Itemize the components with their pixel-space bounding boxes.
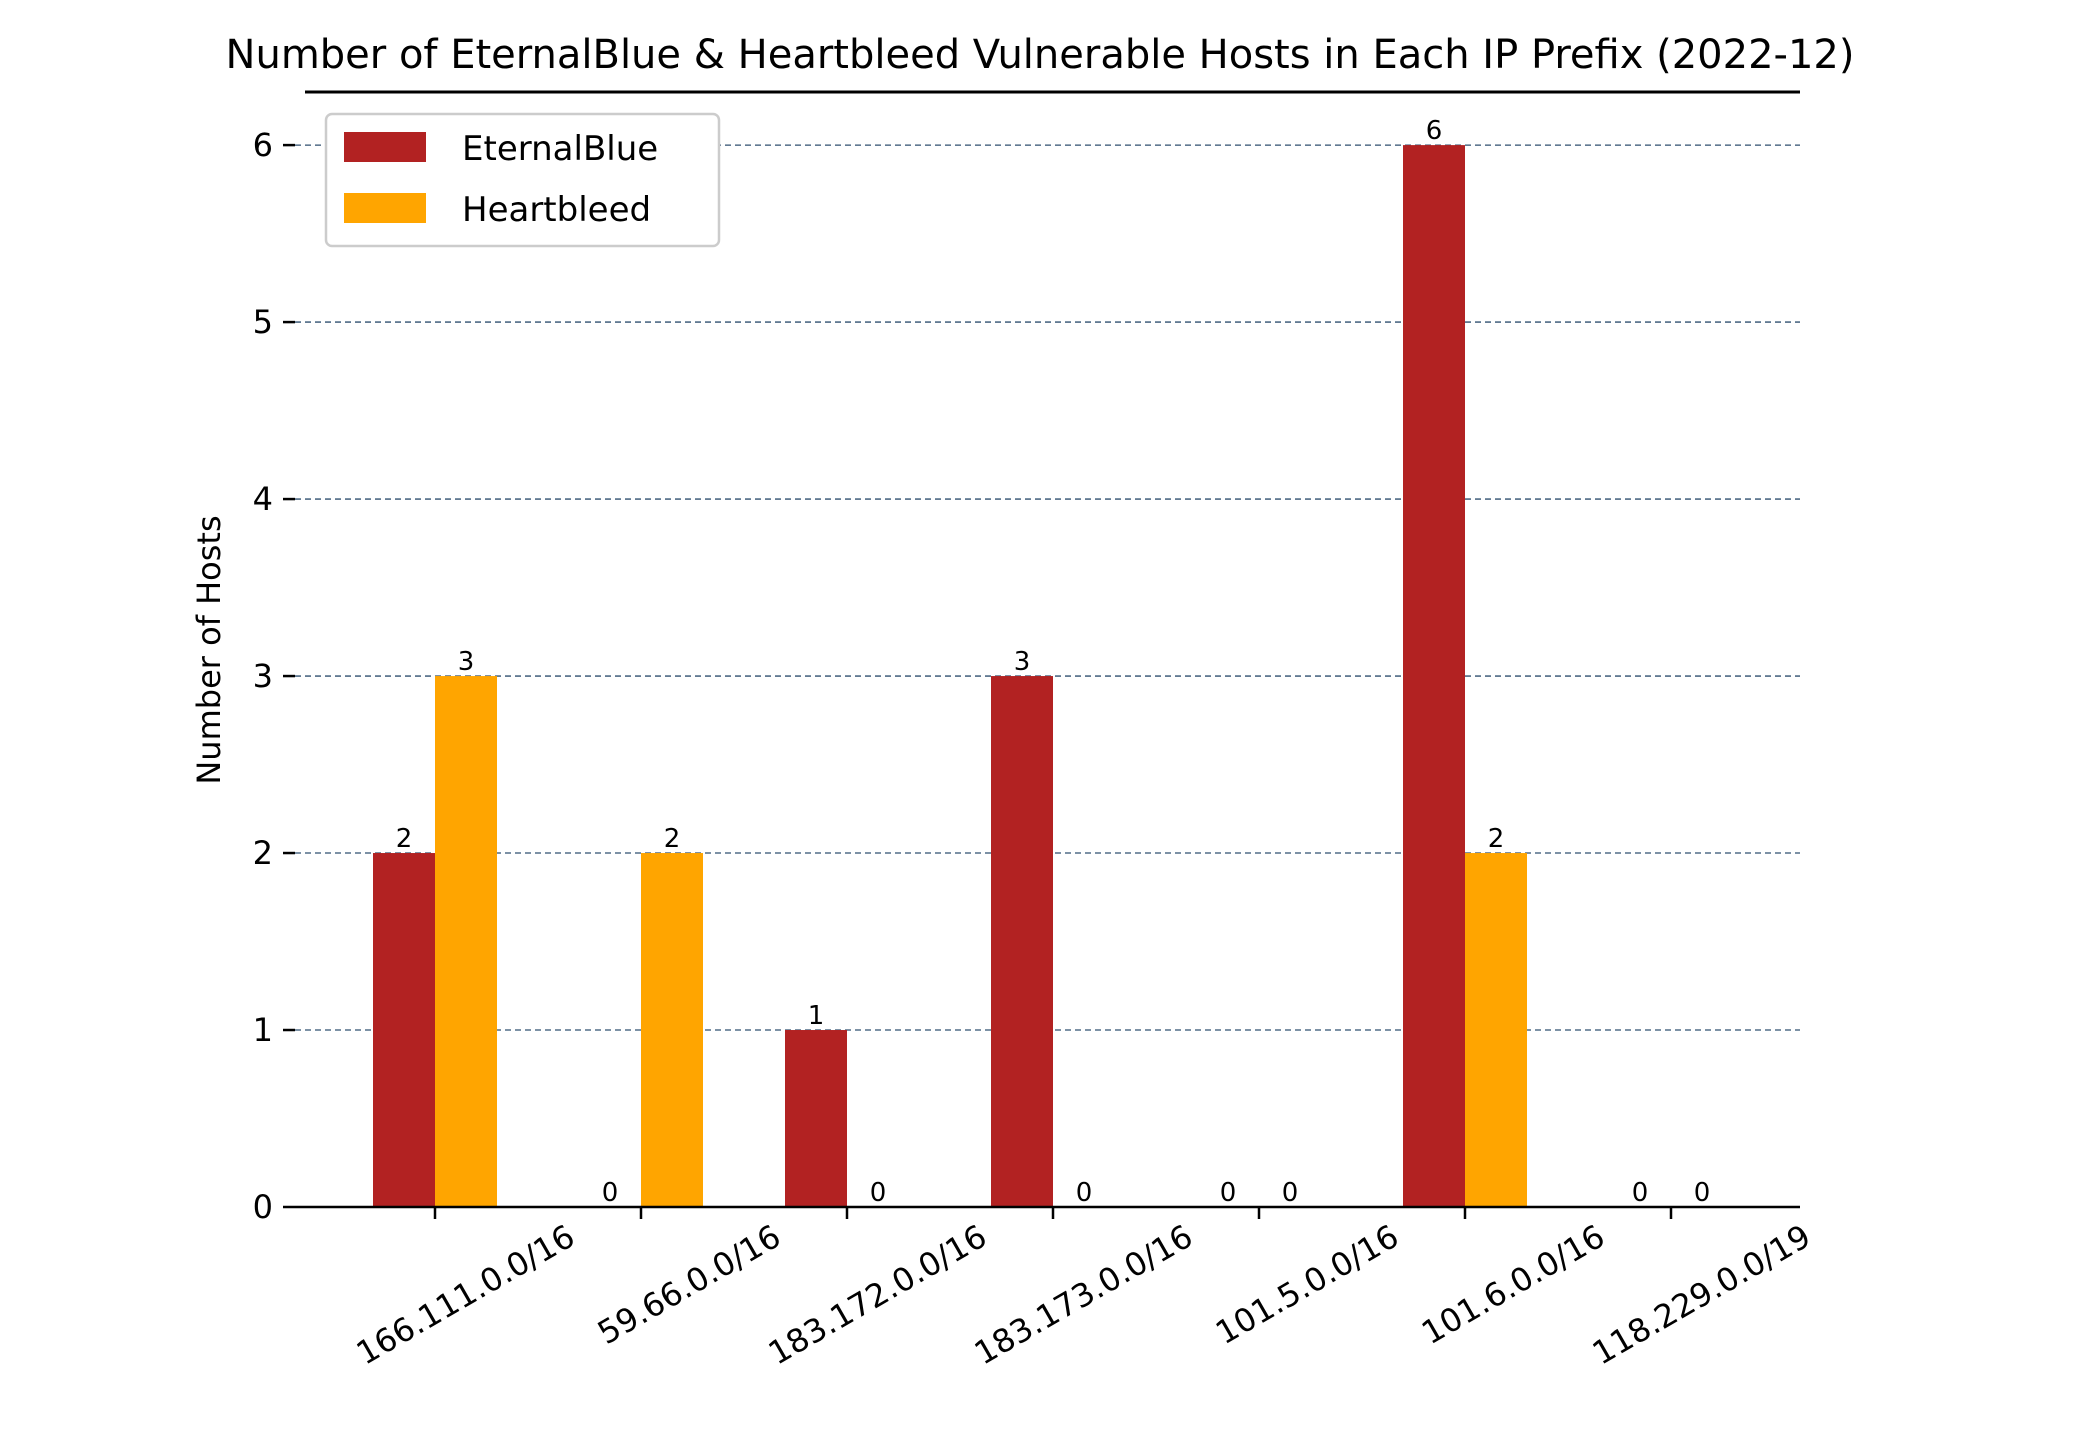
bar [991, 676, 1053, 1207]
bar-value-label: 6 [1426, 116, 1443, 146]
bar [785, 1030, 847, 1207]
y-axis-ticks: 0 1 2 3 4 5 6 [253, 126, 295, 1226]
x-tick-label: 118.229.0.0/19 [1586, 1217, 1817, 1372]
y-tick-label: 1 [253, 1011, 273, 1049]
legend-label-heartbleed: Heartbleed [462, 190, 651, 230]
bar-value-label: 0 [1282, 1178, 1299, 1208]
bar [1465, 853, 1527, 1207]
x-tick-label: 183.173.0.0/16 [968, 1217, 1199, 1372]
bar-value-label: 3 [1014, 647, 1031, 677]
y-tick-label: 2 [253, 834, 273, 872]
bar-value-label: 0 [1694, 1178, 1711, 1208]
bar-value-label: 2 [664, 824, 681, 854]
legend: EternalBlue Heartbleed [324, 112, 721, 248]
chart-title: Number of EternalBlue & Heartbleed Vulne… [226, 32, 1855, 78]
bar-value-label: 3 [458, 647, 475, 677]
bar-value-label: 0 [1632, 1178, 1649, 1208]
data-labels: 2 0 1 3 0 6 0 3 2 0 0 0 2 0 [396, 116, 1711, 1208]
y-axis-label: Number of Hosts [190, 515, 228, 784]
bar-value-label: 0 [602, 1178, 619, 1208]
bar-value-label: 0 [870, 1178, 887, 1208]
y-tick-label: 5 [253, 303, 273, 341]
y-tick-label: 6 [253, 126, 273, 164]
bar-value-label: 2 [1488, 824, 1505, 854]
bar-value-label: 0 [1076, 1178, 1093, 1208]
bar-value-label: 0 [1220, 1178, 1237, 1208]
y-tick-label: 0 [253, 1188, 273, 1226]
bar-value-label: 1 [808, 1001, 825, 1031]
bars [373, 145, 1527, 1208]
bar [435, 676, 497, 1207]
y-tick-label: 4 [253, 480, 273, 518]
bar-value-label: 2 [396, 824, 413, 854]
x-tick-label: 166.111.0.0/16 [350, 1217, 581, 1372]
legend-swatch-eternalblue [344, 132, 426, 162]
legend-label-eternalblue: EternalBlue [462, 129, 658, 169]
x-tick-label: 59.66.0.0/16 [591, 1217, 787, 1352]
bar [1403, 145, 1465, 1208]
bar [641, 853, 703, 1207]
y-tick-label: 3 [253, 657, 273, 695]
legend-swatch-heartbleed [344, 193, 426, 223]
bar [373, 853, 435, 1207]
x-tick-label: 101.5.0.0/16 [1209, 1217, 1405, 1352]
x-tick-label: 101.6.0.0/16 [1415, 1217, 1611, 1352]
x-tick-label: 183.172.0.0/16 [762, 1217, 993, 1372]
x-axis-ticks: 166.111.0.0/16 59.66.0.0/16183.172.0.0/16… [350, 1207, 1817, 1372]
